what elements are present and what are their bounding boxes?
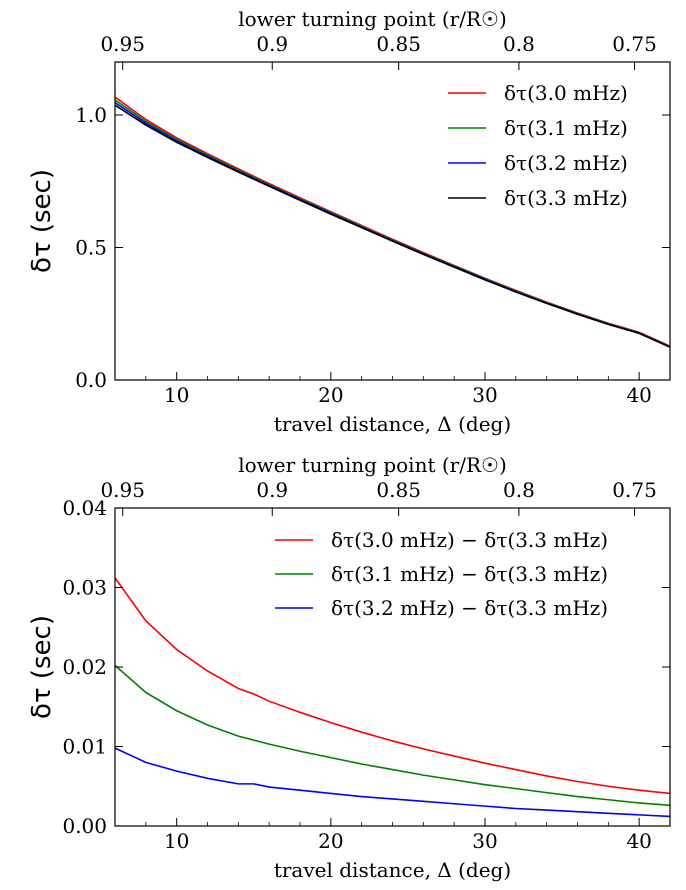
y-tick-label: 0.5	[75, 236, 107, 260]
legend-label: δτ(3.0 mHz) − δτ(3.3 mHz)	[331, 528, 608, 552]
y-tick-label: 0.00	[62, 814, 107, 838]
chart-panel-2: 10 20 30 40 0.95 0.9 0.85 0.8 0.75 0.00 0.01 0.02 0.…	[27, 453, 671, 882]
legend-label: δτ(3.2 mHz) − δτ(3.3 mHz)	[331, 596, 608, 620]
top-tick-label: 0.85	[376, 478, 421, 502]
series-line-4	[115, 104, 670, 348]
top-tick-label: 0.9	[256, 32, 288, 56]
x-axis-label: travel distance, Δ (deg)	[274, 858, 511, 882]
legend-label: δτ(3.0 mHz)	[504, 81, 628, 105]
series-line-2	[115, 664, 670, 807]
y-tick-label: 0.02	[62, 655, 107, 679]
y-tick-label: 0.04	[62, 496, 107, 520]
series-line-3	[115, 747, 670, 818]
top-axis-label: lower turning point (r/R☉)	[238, 7, 507, 31]
y-tick-label: 0.0	[75, 368, 107, 392]
y-axis-label: δτ (sec)	[27, 169, 57, 273]
x-tick-label: 10	[164, 829, 189, 853]
top-tick-label: 0.8	[503, 478, 535, 502]
y-tick-label: 0.01	[62, 735, 107, 759]
x-tick-label: 30	[472, 829, 497, 853]
x-tick-label: 40	[626, 829, 651, 853]
legend-label: δτ(3.1 mHz)	[504, 116, 628, 140]
plot-frame	[114, 61, 671, 381]
legend-label: δτ(3.2 mHz)	[504, 151, 628, 175]
legend-label: δτ(3.1 mHz) − δτ(3.3 mHz)	[331, 562, 608, 586]
top-tick-label: 0.8	[503, 32, 535, 56]
top-tick-label: 0.75	[612, 478, 657, 502]
x-tick-label: 40	[626, 383, 651, 407]
y-tick-label: 1.0	[75, 103, 107, 127]
plot-frame	[114, 507, 671, 827]
x-tick-label: 10	[164, 383, 189, 407]
y-tick-label: 0.03	[62, 576, 107, 600]
top-tick-label: 0.9	[256, 478, 288, 502]
top-tick-label: 0.75	[612, 32, 657, 56]
top-axis-label: lower turning point (r/R☉)	[238, 453, 507, 477]
top-tick-label: 0.95	[100, 32, 145, 56]
top-tick-label: 0.85	[376, 32, 421, 56]
y-axis-label: δτ (sec)	[27, 615, 57, 719]
legend-label: δτ(3.3 mHz)	[504, 186, 628, 210]
x-tick-label: 30	[472, 383, 497, 407]
x-axis-label: travel distance, Δ (deg)	[274, 412, 511, 436]
chart-panel-1: 10 20 30 40 0.95 0.9 0.85 0.8 0.75 0.0 0.5 1.0 trave…	[27, 7, 671, 436]
x-tick-label: 20	[318, 383, 343, 407]
x-tick-label: 20	[318, 829, 343, 853]
top-tick-label: 0.95	[100, 478, 145, 502]
series-line-1	[115, 577, 670, 795]
